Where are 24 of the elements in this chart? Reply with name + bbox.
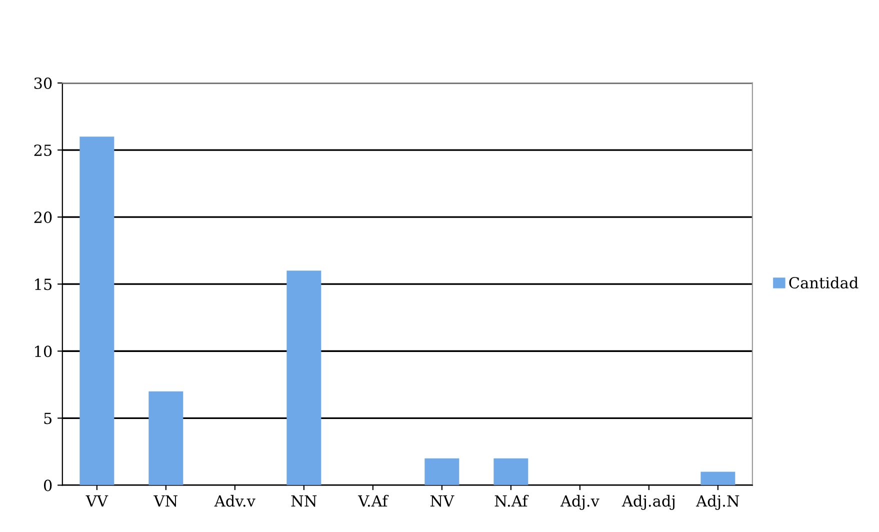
x-tick-label: Adj.v	[560, 494, 600, 510]
bar	[286, 270, 322, 486]
y-tick-label: 5	[44, 412, 52, 424]
bar	[700, 472, 736, 486]
x-tick-label: NV	[430, 495, 454, 507]
bar	[80, 136, 114, 486]
y-tick-label: 15	[35, 278, 52, 290]
x-tick-label: N.Af	[494, 494, 529, 507]
y-tick-label: 0	[44, 480, 52, 492]
x-tick-label: Adj.N	[696, 494, 740, 510]
bar	[148, 391, 184, 486]
x-tick-label: VV	[86, 495, 108, 507]
y-tick-label: 25	[34, 144, 52, 156]
bar	[424, 458, 460, 486]
x-tick-label: VN	[154, 495, 178, 507]
y-tick-label: 30	[34, 77, 52, 90]
x-tick-label: Adj.adj	[622, 494, 674, 510]
y-tick-label: 20	[34, 212, 52, 224]
x-tick-label: V.Af	[358, 494, 389, 507]
x-tick-label: NN	[291, 495, 317, 507]
x-tick-label: Adv.v	[214, 494, 256, 507]
y-tick-label: 10	[35, 346, 52, 358]
legend-label: Cantidad	[789, 276, 858, 289]
bar	[494, 458, 528, 486]
